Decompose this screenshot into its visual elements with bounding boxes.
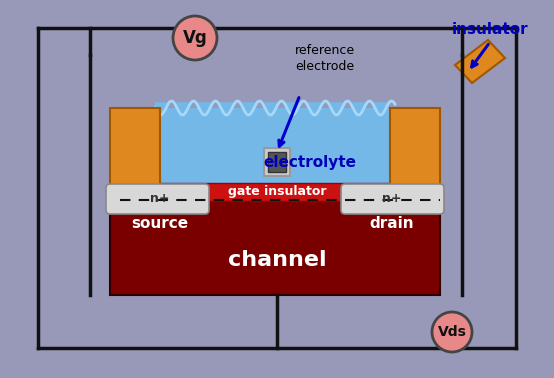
Circle shape	[432, 312, 472, 352]
Text: source: source	[131, 217, 188, 231]
Polygon shape	[455, 40, 505, 83]
Circle shape	[173, 16, 217, 60]
Text: drain: drain	[370, 217, 414, 231]
Bar	[155, 108, 395, 186]
Text: electrolyte: electrolyte	[264, 155, 357, 170]
Text: n+: n+	[382, 192, 402, 206]
Text: channel: channel	[228, 250, 326, 270]
FancyBboxPatch shape	[106, 184, 209, 214]
Bar	[110, 195, 440, 295]
Bar	[390, 108, 440, 198]
Text: gate insulator: gate insulator	[228, 186, 326, 198]
Bar	[268, 152, 286, 172]
Text: insulator: insulator	[452, 23, 529, 37]
Text: Vds: Vds	[438, 325, 466, 339]
Bar	[264, 148, 290, 176]
Text: reference
electrode: reference electrode	[295, 43, 355, 73]
Text: n+: n+	[150, 192, 170, 206]
FancyBboxPatch shape	[341, 184, 444, 214]
Bar	[110, 108, 160, 198]
Text: Vg: Vg	[183, 29, 207, 47]
Bar	[155, 183, 395, 201]
